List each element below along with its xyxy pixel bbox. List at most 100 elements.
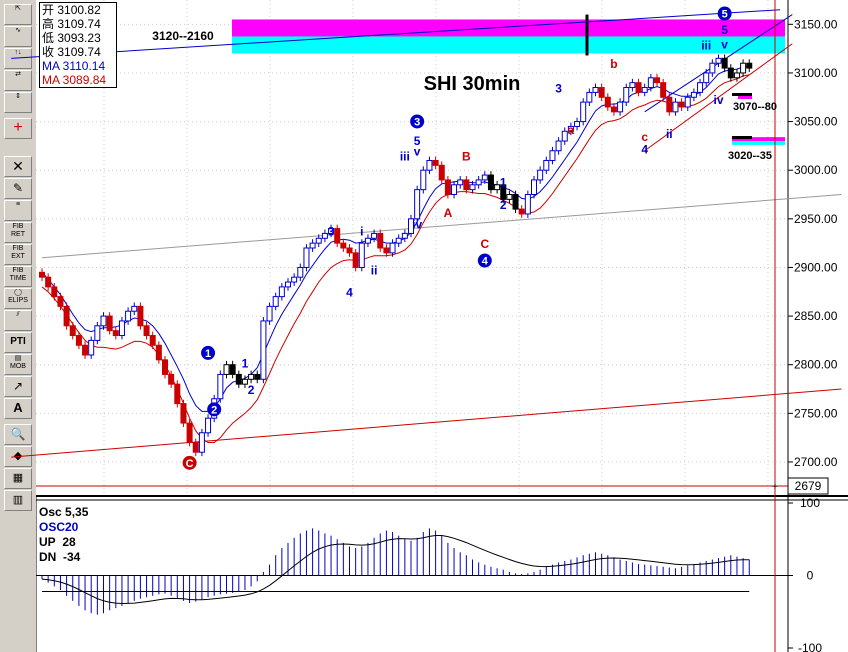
- fib-time-tool[interactable]: FIB TIME: [4, 266, 32, 287]
- compress-tool[interactable]: ⇄: [4, 70, 32, 91]
- candle-body: [235, 373, 242, 385]
- candle-body: [352, 252, 359, 268]
- candle-body: [721, 57, 728, 69]
- candle-body: [297, 266, 304, 278]
- candle-body: [180, 403, 187, 424]
- candle-body: [531, 179, 537, 196]
- candle-body: [334, 228, 341, 244]
- text-tool[interactable]: A: [4, 398, 32, 419]
- pti-tool[interactable]: PTI: [4, 332, 32, 353]
- crosshair-tool[interactable]: +: [4, 118, 32, 139]
- candle-body: [592, 87, 599, 93]
- candle-body: [733, 72, 740, 79]
- expand-tool[interactable]: ⇕: [4, 92, 32, 113]
- ohlc-open-row: 开 3100.82: [42, 3, 101, 17]
- candle-body: [198, 432, 205, 453]
- trend-line-gray-channel: [41, 194, 842, 259]
- candle-body: [51, 286, 58, 298]
- candle-body: [414, 189, 421, 220]
- target-box-magenta-1: [732, 137, 785, 142]
- wave-circle-1: [201, 345, 216, 360]
- candle-body: [137, 305, 144, 327]
- delete-tool[interactable]: ✕: [4, 156, 32, 177]
- candle-body: [432, 159, 439, 166]
- price-pane: [36, 0, 788, 496]
- crosshair-price-box: [787, 477, 829, 495]
- bar-width-tool[interactable]: ↑↓: [4, 48, 32, 69]
- wave-label-3: 3: [414, 116, 420, 128]
- candle-body: [586, 91, 593, 103]
- fib-ret-tool[interactable]: FIB RET: [4, 222, 32, 243]
- candle-body: [438, 164, 445, 181]
- candle-body: [346, 247, 353, 254]
- notes-tool[interactable]: ▥: [4, 490, 32, 511]
- candle-body: [285, 281, 291, 288]
- reset-tool[interactable]: ⇱: [4, 4, 32, 25]
- trend-lines: [11, 9, 842, 458]
- wave-label-c: c: [641, 130, 648, 144]
- candle-body: [487, 174, 494, 191]
- candle-body: [45, 276, 52, 288]
- osc-legend: Osc 5,35 OSC20 UP 28 DN -34: [39, 505, 89, 565]
- candle-body: [303, 247, 310, 268]
- candle-body: [512, 194, 519, 210]
- candle-body: [254, 373, 261, 380]
- price-tick-label: 2800.00: [794, 358, 838, 372]
- tool-palette: ⇱ ∿ ↑↓ ⇄ ⇕ + ✕ ✎ ≡ FIB RET FIB EXT FIB TIME…: [0, 0, 37, 652]
- target-marker-mid-fill: [738, 96, 752, 99]
- candle-body: [654, 77, 660, 84]
- candle-body: [143, 325, 150, 337]
- osc-up-row: UP 28: [39, 535, 76, 549]
- wave-label-5: 5: [722, 9, 728, 21]
- candle-body: [162, 359, 168, 375]
- channel-tool[interactable]: ⫽: [4, 310, 32, 331]
- wave-label-2: 2: [248, 383, 255, 397]
- ellipse-tool[interactable]: ◯ ELIPS: [4, 288, 32, 309]
- mob-tool[interactable]: ▤ MOB: [4, 354, 32, 375]
- zoom-icon[interactable]: 🔍: [4, 424, 32, 445]
- candle-body: [260, 320, 267, 380]
- trendline-tool[interactable]: ≡: [4, 200, 32, 221]
- candle-body: [684, 96, 691, 108]
- candle-body: [420, 169, 427, 191]
- candle-body: [494, 184, 501, 191]
- candle-body: [205, 417, 212, 434]
- candle-body: [746, 62, 753, 69]
- ohlc-high: 3109.74: [57, 17, 101, 31]
- candle-body: [715, 57, 722, 64]
- ohlc-open: 3100.82: [57, 3, 101, 17]
- elliott-tool[interactable]: ∿: [4, 26, 32, 47]
- grid-tool[interactable]: ▦: [4, 468, 32, 489]
- candle-body: [149, 335, 156, 346]
- candle-body: [278, 286, 285, 298]
- ma-slow-value: MA 3089.84: [42, 73, 107, 87]
- candle-body: [617, 101, 624, 113]
- target-label-mid: 3070--80: [733, 101, 777, 113]
- osc-tick-label: 100: [800, 496, 820, 510]
- wave-label-2: 2: [500, 198, 507, 212]
- candle-body: [155, 344, 162, 361]
- candle-body: [451, 184, 458, 196]
- candle-body: [192, 442, 199, 453]
- fib-ext-tool[interactable]: FIB EXT: [4, 244, 32, 265]
- candle-body: [315, 237, 322, 244]
- pencil-icon[interactable]: ✎: [4, 178, 32, 199]
- price-tick-label: 2950.00: [794, 212, 838, 226]
- candle-body: [543, 159, 550, 171]
- candle-body: [82, 344, 89, 356]
- candle-body: [309, 242, 316, 249]
- candle-body: [641, 87, 648, 93]
- candle-body: [598, 87, 605, 98]
- ohlc-panel: 开 3100.82 高 3109.74 低 3093.23 收 3109.74 …: [39, 2, 117, 88]
- candle-body: [272, 296, 279, 307]
- osc-up-value: 28: [62, 535, 76, 549]
- candle-body: [629, 82, 636, 89]
- wave-label-v: v: [414, 145, 421, 159]
- candle-body: [457, 179, 464, 186]
- wave-label-i: i: [360, 224, 363, 238]
- candle-body: [604, 96, 611, 108]
- arrow-tool[interactable]: ↗: [4, 376, 32, 397]
- wave-label-iv: iv: [713, 93, 723, 107]
- wave-label-1: 1: [500, 176, 507, 190]
- candle-body: [635, 82, 642, 93]
